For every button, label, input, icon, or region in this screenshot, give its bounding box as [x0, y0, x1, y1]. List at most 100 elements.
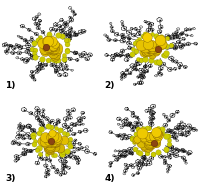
Point	[59, 28, 63, 31]
Point	[48, 141, 51, 144]
Point	[52, 44, 55, 47]
Point	[41, 115, 44, 118]
Point	[11, 51, 15, 54]
Point	[63, 21, 67, 24]
Point	[39, 127, 42, 130]
Point	[63, 60, 66, 63]
Point	[125, 118, 128, 121]
Point	[149, 46, 152, 50]
Point	[34, 56, 37, 59]
Point	[69, 156, 72, 159]
Point	[142, 156, 146, 159]
Point	[85, 150, 89, 153]
Point	[148, 137, 151, 140]
Point	[137, 32, 140, 35]
Point	[164, 54, 167, 57]
Point	[39, 64, 42, 67]
Point	[50, 140, 54, 143]
Point	[140, 161, 143, 164]
Point	[142, 156, 145, 159]
Point	[181, 133, 184, 136]
Point	[93, 152, 97, 155]
Point	[63, 165, 67, 168]
Point	[88, 53, 92, 56]
Point	[6, 48, 9, 51]
Point	[164, 115, 168, 118]
Point	[63, 139, 66, 142]
Point	[140, 75, 143, 78]
Point	[152, 105, 155, 108]
Point	[30, 39, 34, 42]
Point	[150, 138, 154, 141]
Point	[146, 141, 149, 144]
Point	[51, 119, 54, 122]
Point	[155, 131, 158, 134]
Point	[122, 124, 125, 127]
Point	[62, 165, 65, 168]
Point	[134, 147, 137, 150]
Point	[44, 136, 47, 139]
Point	[177, 123, 181, 126]
Point	[150, 46, 153, 50]
Point	[64, 73, 67, 76]
Point	[185, 34, 188, 37]
Point	[149, 64, 152, 67]
Point	[48, 159, 51, 162]
Point	[138, 81, 141, 84]
Point	[48, 140, 51, 143]
Point	[29, 149, 33, 153]
Point	[124, 163, 127, 166]
Point	[181, 149, 184, 152]
Point	[25, 41, 29, 44]
Point	[144, 65, 147, 68]
Point	[15, 43, 18, 46]
Point	[151, 43, 154, 46]
Point	[155, 140, 158, 143]
Point	[128, 37, 131, 40]
Point	[164, 51, 167, 54]
Point	[28, 136, 32, 139]
Point	[50, 40, 53, 43]
Point	[51, 154, 54, 157]
Point	[148, 142, 151, 145]
Point	[75, 33, 78, 36]
Point	[147, 48, 151, 51]
Point	[43, 142, 46, 145]
Point	[46, 59, 49, 62]
Point	[118, 54, 121, 57]
Point	[179, 43, 182, 46]
Point	[117, 134, 120, 137]
Point	[76, 162, 80, 165]
Point	[147, 142, 150, 145]
Point	[150, 139, 154, 142]
Point	[21, 126, 25, 129]
Point	[63, 54, 66, 57]
Point	[148, 107, 152, 110]
Point	[82, 52, 86, 55]
Point	[152, 135, 155, 138]
Point	[23, 152, 26, 155]
Point	[25, 58, 28, 61]
Point	[45, 46, 48, 49]
Point	[73, 123, 77, 126]
Point	[167, 142, 170, 145]
Point	[120, 33, 124, 36]
Point	[60, 29, 63, 33]
Point	[187, 124, 191, 127]
Point	[150, 28, 154, 31]
Point	[48, 44, 51, 47]
Point	[115, 158, 118, 161]
Point	[171, 37, 174, 40]
Point	[171, 43, 175, 46]
Point	[156, 47, 159, 50]
Point	[56, 65, 60, 68]
Point	[50, 64, 53, 67]
Point	[38, 67, 41, 70]
Point	[136, 122, 139, 125]
Point	[34, 22, 38, 25]
Point	[170, 57, 173, 60]
Point	[150, 47, 154, 50]
Point	[166, 134, 169, 137]
Point	[160, 43, 163, 46]
Point	[150, 33, 153, 36]
